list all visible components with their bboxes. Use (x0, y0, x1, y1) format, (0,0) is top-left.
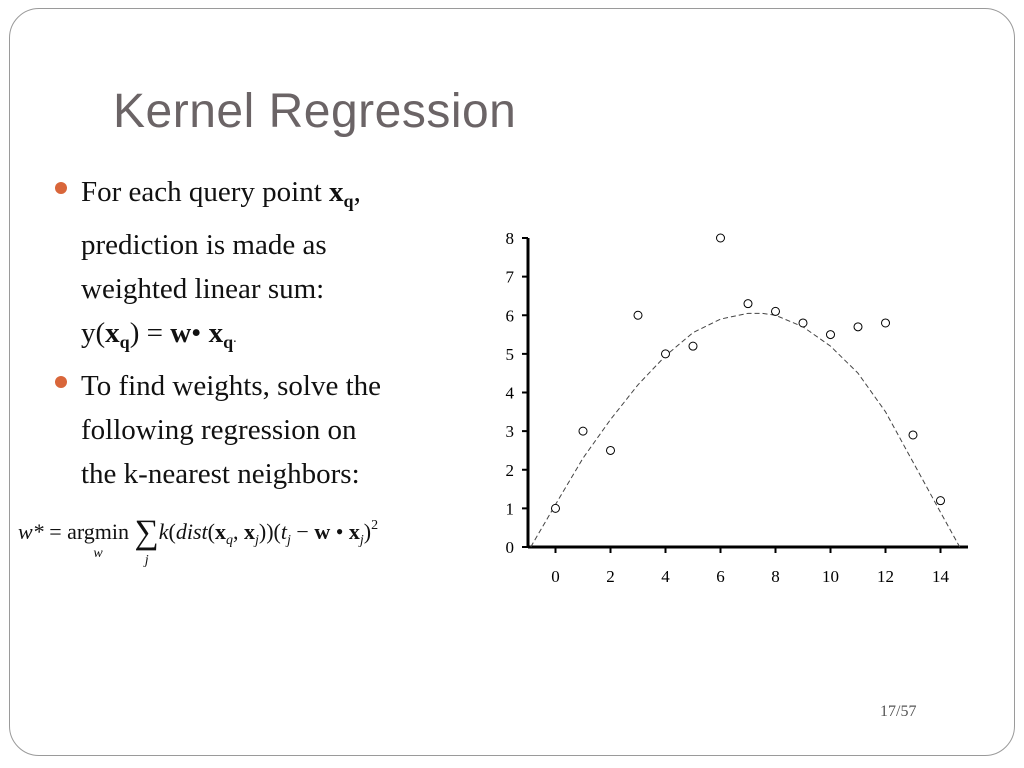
formula-lhs: w* (18, 519, 44, 544)
formula-t-sub: j (287, 533, 291, 548)
data-point (798, 318, 808, 328)
bullet-1-line-1: For each query point xq, (81, 176, 361, 211)
eq-q2: q (223, 332, 234, 352)
bullet-list: For each query point xq, prediction is m… (55, 170, 455, 496)
slide-frame (9, 8, 1015, 756)
dist-symbol: dist (175, 519, 208, 544)
bullet-dot-icon (55, 182, 67, 194)
formula-xq: x (215, 519, 226, 544)
data-point (716, 233, 725, 243)
argmin-text: argmin (67, 519, 130, 544)
query-point-symbol: x (329, 176, 344, 208)
data-point (881, 318, 890, 328)
data-point (661, 349, 670, 359)
eq-x: x (105, 317, 120, 349)
formula-xj: x (244, 519, 255, 544)
paren-close: ))( (258, 519, 281, 544)
formula-dot: • (330, 519, 349, 544)
bullet-2-line-1: To find weights, solve the (81, 370, 382, 402)
prediction-equation: y(xq) = w• xq. (81, 317, 237, 352)
bullet-1-comma: , (353, 176, 361, 208)
data-point (771, 306, 780, 316)
kernel-symbol: k (158, 519, 169, 544)
bullet-1-text: For each query point (81, 176, 330, 208)
paren-open-2: ( (207, 519, 215, 544)
eq-y: y( (81, 317, 106, 349)
y-tick-label: 6 (506, 306, 515, 325)
y-tick-label: 1 (506, 499, 515, 518)
eq-q: q (119, 332, 130, 352)
x-tick-label: 14 (932, 567, 950, 586)
data-point (853, 322, 863, 332)
bullet-item-1: For each query point xq, prediction is m… (55, 170, 455, 364)
data-point (578, 426, 588, 436)
eq-w: w (170, 317, 192, 349)
formula-w: w (314, 519, 331, 544)
y-tick-label: 7 (506, 268, 515, 287)
eq-dot: • (191, 317, 202, 349)
formula-equals: = (43, 519, 68, 544)
bullet-2-line-2: following regression on (81, 414, 357, 446)
data-point (826, 330, 835, 340)
data-point (633, 310, 643, 320)
x-tick-label: 0 (551, 567, 560, 586)
data-point (688, 341, 698, 351)
data-point (908, 430, 918, 440)
formula-comma: , (233, 519, 244, 544)
eq-x2: x (201, 317, 224, 349)
formula-minus: − (290, 519, 315, 544)
slide-title: Kernel Regression (113, 85, 517, 138)
bullet-2-line-3: the k-nearest neighbors: (81, 458, 360, 490)
y-tick-label: 0 (506, 538, 515, 557)
bullet-dot-icon (55, 376, 67, 388)
paren-open: ( (168, 519, 176, 544)
data-point (936, 496, 945, 506)
formula-sum: ∑ j (134, 514, 159, 568)
x-tick-label: 8 (771, 567, 780, 586)
formula-q-sub: q (226, 533, 233, 548)
eq-period: . (233, 331, 237, 346)
formula-x3: x (348, 519, 360, 544)
bullet-item-2: To find weights, solve the following reg… (55, 364, 455, 496)
formula-j-sub: j (255, 533, 259, 548)
formula-square: 2 (371, 518, 379, 533)
slide-number: 17/57 (880, 703, 917, 720)
x-tick-label: 6 (716, 567, 725, 586)
query-point-subscript: q (343, 191, 354, 211)
data-point (551, 503, 560, 513)
x-tick-label: 12 (877, 567, 894, 586)
data-point (743, 299, 753, 309)
y-tick-label: 8 (506, 229, 515, 248)
y-tick-label: 3 (506, 422, 515, 441)
data-point (606, 445, 615, 455)
y-tick-label: 2 (506, 461, 515, 480)
formula-t: t (280, 519, 287, 544)
y-tick-label: 4 (506, 384, 515, 403)
sum-subscript: j (144, 553, 149, 568)
weight-formula: w* = argmin w ∑ j k(dist(xq, xj))(tj − w • … (18, 514, 379, 568)
x-tick-label: 10 (822, 567, 839, 586)
formula-argmin: argmin w (67, 519, 130, 561)
y-tick-label: 5 (506, 345, 515, 364)
paren-close-2: ) (363, 519, 372, 544)
bullet-1-line-3: weighted linear sum: (81, 273, 325, 305)
x-tick-label: 4 (661, 567, 670, 586)
eq-equals: ) = (129, 317, 171, 349)
formula-x3-sub: j (359, 533, 364, 548)
argmin-subscript: w (93, 546, 103, 561)
x-tick-label: 2 (606, 567, 615, 586)
fitted-curve (530, 312, 961, 548)
sum-sign: ∑ (134, 514, 159, 551)
bullet-1-line-2: prediction is made as (81, 229, 327, 261)
